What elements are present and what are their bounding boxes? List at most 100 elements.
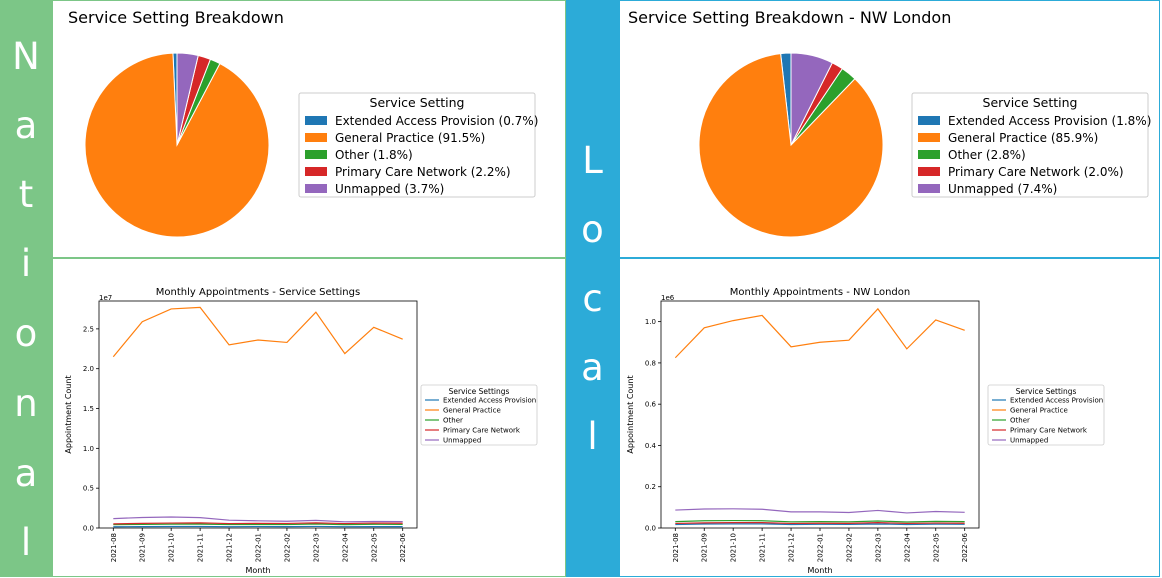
pie-legend-item: Unmapped (3.7%) (335, 182, 444, 196)
x-tick-label: 2022-01 (817, 533, 825, 562)
line-legend-item: General Practice (1010, 407, 1068, 415)
pie-legend-swatch (918, 184, 940, 193)
pie-legend-item: General Practice (91.5%) (335, 131, 485, 145)
national-band: N a t i o n a l (0, 0, 52, 577)
local-band-letter: c (566, 280, 619, 317)
national-band-letter: l (0, 524, 52, 561)
pie-legend-item: Unmapped (7.4%) (948, 182, 1057, 196)
local-band-letter: o (566, 211, 619, 248)
x-tick-label: 2021-11 (197, 533, 205, 562)
y-tick-label: 0.5 (83, 485, 94, 493)
pie-legend-title: Service Setting (983, 95, 1078, 110)
series-line (113, 307, 402, 356)
series-line (675, 509, 964, 513)
series-line (675, 523, 964, 524)
x-axis-label: Month (807, 566, 832, 575)
x-tick-label: 2021-10 (168, 533, 176, 562)
x-tick-label: 2022-02 (845, 533, 853, 562)
y-axis-label: Appointment Count (626, 375, 635, 453)
y-scale-label: 1e7 (99, 294, 112, 302)
local-line-panel: Monthly Appointments - NW London 1e6 0.0 0.… (619, 258, 1160, 577)
x-tick-label: 2022-03 (874, 533, 882, 562)
national-pie-panel: Service Setting Breakdown Service Setting… (52, 0, 566, 258)
y-tick-label: 2.5 (83, 325, 94, 333)
local-line-chart: Monthly Appointments - NW London 1e6 0.0 0.… (620, 259, 1161, 578)
pie-legend-item: Other (1.8%) (335, 148, 413, 162)
pie-legend-item: General Practice (85.9%) (948, 131, 1098, 145)
x-tick-label: 2022-05 (370, 533, 378, 562)
national-band-letter: a (0, 455, 52, 492)
x-tick-label: 2022-06 (961, 532, 969, 562)
line-legend-title: Service Settings (449, 387, 510, 396)
x-tick-label: 2021-08 (110, 533, 118, 562)
pie-legend-item: Primary Care Network (2.0%) (948, 165, 1124, 179)
national-pie-chart: Service Setting Breakdown Service Setting… (53, 1, 567, 259)
line-legend-item: Primary Care Network (1010, 427, 1088, 435)
line-chart-title: Monthly Appointments - NW London (730, 287, 910, 298)
x-tick-label: 2021-11 (759, 533, 767, 562)
line-legend-item: Unmapped (1010, 437, 1048, 445)
x-tick-label: 2021-12 (788, 533, 796, 562)
x-tick-label: 2022-01 (255, 533, 263, 562)
pie-legend-swatch (918, 167, 940, 176)
local-pie-panel: Service Setting Breakdown - NW London Ser… (619, 0, 1160, 258)
y-tick-label: 0.4 (645, 442, 657, 450)
local-band-letter: a (566, 349, 619, 386)
y-tick-label: 1.5 (83, 405, 94, 413)
series-line (675, 524, 964, 525)
series-line (113, 523, 402, 524)
local-band-letter: L (566, 142, 619, 179)
y-scale-label: 1e6 (661, 294, 675, 302)
y-tick-label: 0.0 (83, 525, 94, 533)
line-legend-item: Unmapped (443, 437, 481, 445)
pie-legend-swatch (918, 116, 940, 125)
national-band-letter: i (0, 245, 52, 282)
x-tick-label: 2022-04 (903, 532, 911, 562)
pie-legend-swatch (918, 150, 940, 159)
y-tick-label: 0.6 (645, 401, 657, 409)
national-band-letter: t (0, 176, 52, 213)
pie-legend-item: Extended Access Provision (1.8%) (948, 114, 1151, 128)
line-chart-title: Monthly Appointments - Service Settings (156, 287, 360, 298)
line-legend-item: Other (443, 417, 463, 425)
x-tick-label: 2022-05 (932, 533, 940, 562)
national-band-letter: N (0, 38, 52, 75)
x-tick-label: 2021-09 (701, 533, 709, 562)
y-tick-label: 0.2 (645, 483, 656, 491)
series-line (675, 309, 964, 358)
x-axis-label: Month (245, 566, 270, 575)
series-line (113, 524, 402, 525)
line-legend-item: General Practice (443, 407, 501, 415)
series-line (113, 517, 402, 522)
national-band-letter: a (0, 107, 52, 144)
y-tick-label: 1.0 (83, 445, 94, 453)
pie-legend-item: Extended Access Provision (0.7%) (335, 114, 538, 128)
pie-legend-swatch (305, 150, 327, 159)
local-pie-chart: Service Setting Breakdown - NW London Ser… (620, 1, 1161, 259)
x-tick-label: 2022-04 (341, 532, 349, 562)
pie-legend-item: Primary Care Network (2.2%) (335, 165, 511, 179)
x-tick-label: 2021-10 (730, 533, 738, 562)
y-tick-label: 0.8 (645, 359, 656, 367)
pie-legend-swatch (305, 116, 327, 125)
line-legend-item: Extended Access Provision (1010, 397, 1103, 405)
pie-legend-title: Service Setting (370, 95, 465, 110)
x-tick-label: 2021-12 (226, 533, 234, 562)
national-band-letter: n (0, 385, 52, 422)
y-tick-label: 2.0 (83, 365, 94, 373)
plot-area (99, 301, 417, 528)
pie-legend-swatch (305, 167, 327, 176)
y-tick-label: 0.0 (645, 525, 656, 533)
line-legend-title: Service Settings (1016, 387, 1077, 396)
x-tick-label: 2022-03 (312, 533, 320, 562)
pie-title: Service Setting Breakdown (68, 8, 284, 27)
pie-legend-swatch (305, 184, 327, 193)
series-line (675, 521, 964, 522)
line-legend-item: Extended Access Provision (443, 397, 536, 405)
pie-title: Service Setting Breakdown - NW London (628, 8, 951, 27)
x-tick-label: 2022-02 (283, 533, 291, 562)
line-legend-item: Primary Care Network (443, 427, 521, 435)
pie-legend-item: Other (2.8%) (948, 148, 1026, 162)
local-band: L o c a l (566, 0, 619, 577)
y-axis-label: Appointment Count (64, 375, 73, 453)
